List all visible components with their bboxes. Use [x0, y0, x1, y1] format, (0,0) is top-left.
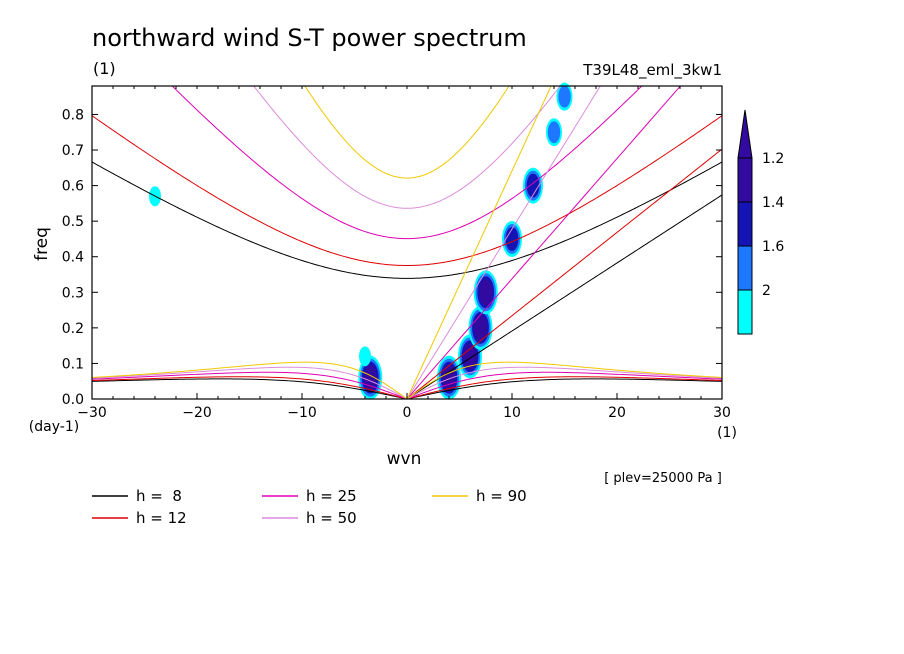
x-tick-label-1: −20 — [182, 405, 212, 421]
kelvin-curve-h90 — [406, 86, 552, 399]
power-region-0-level-3 — [463, 343, 477, 370]
x-axis-label: wvn — [387, 449, 422, 469]
y-tick-label-8: 0.8 — [62, 107, 84, 123]
x-tick-label-4: 10 — [503, 405, 521, 421]
x-tick-label-5: 20 — [608, 405, 626, 421]
y-tick-label-7: 0.7 — [62, 143, 84, 159]
kelvin-curve-h12 — [406, 148, 722, 399]
legend-label-h12: h = 12 — [136, 509, 187, 527]
legend-label-h50: h = 50 — [306, 509, 357, 527]
chart-title: northward wind S-T power spectrum — [92, 24, 527, 52]
x-unit-label: (1) — [717, 425, 737, 441]
inertia-gravity-curve-h8 — [92, 161, 722, 279]
power-region-1-level-3 — [473, 314, 488, 341]
power-region-10-level-0 — [359, 346, 371, 367]
y-axis-label: freq — [32, 227, 52, 261]
legend-label-h90: h = 90 — [476, 487, 527, 505]
x-tick-label-2: −10 — [287, 405, 317, 421]
power-region-8-level-1 — [558, 85, 571, 108]
y-tick-label-1: 0.1 — [62, 356, 84, 372]
dispersion-curves — [92, 86, 722, 399]
kelvin-curve-h8 — [406, 194, 722, 399]
x-tick-label-3: 0 — [403, 405, 412, 421]
y-axis-ticks: 0.0 0.1 0.2 0.3 0.4 0.5 0.6 0.7 0.8 — [62, 107, 722, 408]
colorbar-swatch-0 — [737, 289, 753, 335]
colorbar-label-3: 1.2 — [762, 151, 784, 167]
legend: h = 8 h = 12 h = 25 h = 50 h = 90 — [92, 487, 527, 527]
y-unit-label: (day-1) — [29, 419, 79, 435]
legend-label-h25: h = 25 — [306, 487, 357, 505]
power-region-2-level-3 — [479, 279, 493, 306]
colorbar-swatch-1 — [737, 245, 753, 291]
inertia-gravity-curve-h90 — [304, 86, 510, 179]
rossby-curve-h8 — [92, 378, 722, 399]
power-shading — [149, 82, 573, 400]
subtitle-left: (1) — [93, 59, 116, 78]
inertia-gravity-curve-h50 — [253, 86, 561, 209]
inertia-gravity-curve-h12 — [92, 115, 722, 266]
y-tick-label-2: 0.2 — [62, 321, 84, 337]
legend-label-h8: h = 8 — [136, 487, 182, 505]
x-tick-label-6: 30 — [713, 405, 731, 421]
subtitle-right: T39L48_eml_3kw1 — [582, 61, 722, 80]
power-region-5-level-2 — [505, 226, 519, 251]
colorbar-swatch-2 — [737, 201, 753, 247]
rossby-curve-h90 — [92, 361, 722, 399]
y-tick-label-5: 0.5 — [62, 214, 84, 230]
rossby-curve-h12 — [92, 376, 722, 399]
colorbar-label-2: 1.4 — [762, 195, 784, 211]
colorbar-extend-triangle — [737, 109, 753, 159]
inertia-gravity-curve-h25 — [171, 86, 643, 240]
kelvin-curve-h50 — [406, 86, 601, 399]
plev-annotation: [ plev=25000 Pa ] — [604, 471, 722, 486]
y-tick-label-6: 0.6 — [62, 179, 84, 195]
kelvin-curve-h25 — [406, 86, 682, 399]
y-tick-label-3: 0.3 — [62, 285, 84, 301]
rossby-curve-h25 — [92, 371, 722, 399]
colorbar-label-0: 2 — [762, 283, 771, 299]
power-region-7-level-1 — [547, 121, 561, 144]
y-tick-label-0: 0.0 — [62, 392, 84, 408]
colorbar: 2 1.6 1.4 1.2 — [737, 109, 784, 335]
y-tick-label-4: 0.4 — [62, 250, 84, 266]
colorbar-label-1: 1.6 — [762, 239, 784, 255]
power-region-4-level-3 — [363, 364, 377, 391]
x-axis-ticks: −30 −20 −10 0 10 20 30 — [77, 86, 731, 421]
colorbar-swatch-3 — [737, 157, 753, 203]
x-tick-label-0: −30 — [77, 405, 107, 421]
plot-frame — [91, 85, 723, 400]
rossby-curve-h50 — [92, 366, 722, 399]
power-region-6-level-2 — [526, 173, 540, 198]
